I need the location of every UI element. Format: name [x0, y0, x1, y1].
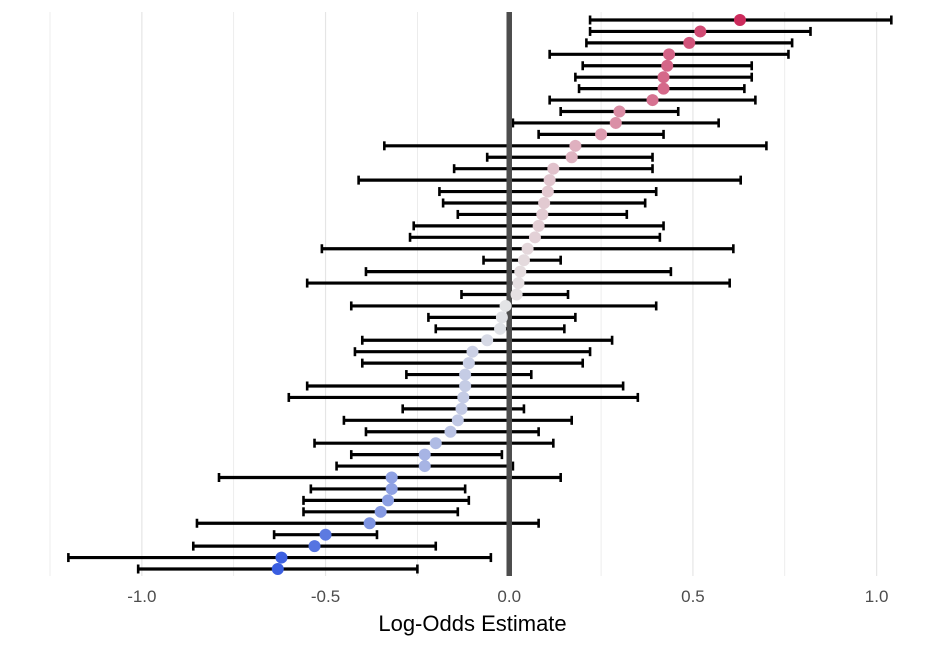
point-estimate [418, 448, 431, 461]
point-estimate [657, 82, 670, 95]
point-estimate [385, 471, 398, 484]
point-estimate [510, 288, 523, 301]
point-estimate [462, 357, 475, 370]
point-estimate [275, 551, 288, 564]
x-tick-label: -0.5 [311, 587, 340, 606]
x-tick-label: -1.0 [127, 587, 156, 606]
point-estimate [459, 368, 472, 381]
point-estimate [466, 345, 479, 358]
point-estimate [385, 482, 398, 495]
confidence-intervals [67, 15, 893, 574]
point-estimate [683, 36, 696, 49]
point-estimate [382, 494, 394, 507]
point-estimate [499, 299, 512, 312]
point-estimate [521, 242, 534, 255]
point-estimate [418, 460, 431, 473]
point-estimate [595, 128, 608, 141]
point-estimate [429, 437, 442, 450]
point-estimate [646, 94, 659, 107]
point-estimate [565, 151, 578, 164]
point-estimate [532, 219, 545, 232]
point-estimate [613, 105, 626, 118]
point-estimate [536, 208, 549, 221]
point-estimate [271, 563, 284, 575]
point-estimate [528, 231, 541, 244]
point-estimate [569, 139, 582, 152]
point-estimates [271, 14, 746, 575]
point-estimate [517, 254, 530, 267]
point-estimate [541, 185, 554, 198]
point-estimate [694, 25, 707, 38]
point-estimate [661, 59, 674, 72]
point-estimate [319, 528, 332, 541]
point-estimate [514, 265, 527, 278]
point-estimate [457, 391, 470, 404]
point-estimate [455, 402, 468, 415]
x-axis-tick-labels: -1.0 -0.5 0.0 0.5 1.0 [127, 587, 888, 606]
x-tick-label: 0.0 [497, 587, 521, 606]
point-estimate [733, 14, 746, 26]
point-estimate [481, 334, 494, 347]
point-estimate [543, 174, 556, 187]
x-tick-label: 1.0 [865, 587, 889, 606]
point-estimate [308, 540, 321, 553]
point-estimate [495, 311, 508, 324]
x-tick-label: 0.5 [681, 587, 705, 606]
point-estimate [451, 414, 464, 427]
point-estimate [444, 425, 457, 438]
point-estimate [538, 197, 551, 209]
point-estimate [609, 116, 622, 129]
x-axis-title: Log-Odds Estimate [378, 611, 566, 636]
point-estimate [547, 162, 560, 175]
point-estimate [374, 505, 387, 518]
point-estimate [494, 322, 507, 335]
point-estimate [512, 277, 525, 290]
point-estimate [657, 71, 670, 84]
point-estimate [363, 517, 376, 530]
point-estimate [459, 380, 472, 392]
point-estimate [663, 48, 676, 61]
